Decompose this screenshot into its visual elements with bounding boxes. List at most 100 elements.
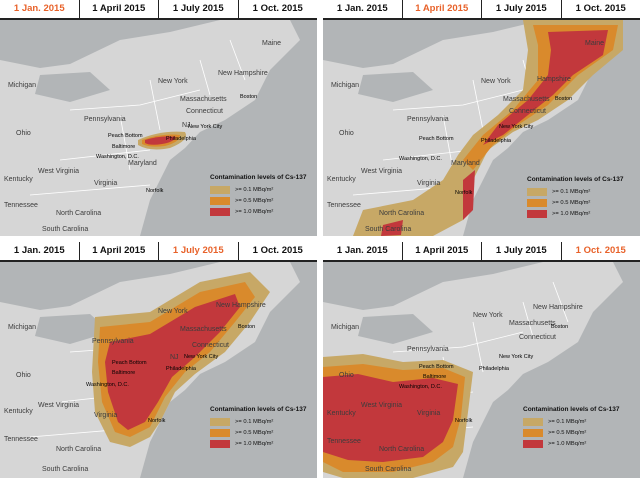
legend-item: >= 0.5 MBq/m² xyxy=(523,427,623,438)
legend-item: >= 0.5 MBq/m² xyxy=(210,427,310,438)
state-label: Massachusetts xyxy=(180,96,227,103)
state-label: Virginia xyxy=(417,180,441,187)
swatch-mid xyxy=(527,198,547,207)
timeline-date: 1 Oct. 2015 xyxy=(252,245,303,256)
city-label: New York City xyxy=(184,354,219,360)
legend-item: >= 0.5 MBq/m² xyxy=(527,197,627,208)
legend-item: >= 0.1 MBq/m² xyxy=(527,186,627,197)
state-label: North Carolina xyxy=(56,446,102,453)
state-label: Kentucky xyxy=(4,176,33,183)
city-label: Washington, D.C. xyxy=(96,154,139,160)
city-label: Washington, D.C. xyxy=(399,384,442,390)
city-label: Washington, D.C. xyxy=(399,156,442,162)
legend-title: Contamination levels of Cs-137 xyxy=(210,406,307,413)
city-label: Baltimore xyxy=(112,370,136,376)
swatch-mid xyxy=(210,428,230,437)
state-label: Ohio xyxy=(339,130,354,137)
map-area xyxy=(323,262,623,478)
state-label: New Hampshire xyxy=(218,70,268,77)
lake xyxy=(35,72,110,102)
state-label: New York xyxy=(158,78,188,85)
state-label: Ohio xyxy=(16,130,31,137)
state-label: Kentucky xyxy=(4,408,33,415)
swatch-low xyxy=(210,417,230,426)
city-label: New York City xyxy=(188,124,223,130)
timeline-date: 1 April 2015 xyxy=(80,0,159,18)
legend-label: >= 0.5 MBq/m² xyxy=(552,199,591,206)
state-label: Virginia xyxy=(417,410,441,417)
legend-label: >= 0.5 MBq/m² xyxy=(235,429,274,436)
city-label: Baltimore xyxy=(423,374,447,380)
city-label: Baltimore xyxy=(112,144,136,150)
city-label: Peach Bottom xyxy=(419,364,454,370)
swatch-low xyxy=(210,185,230,194)
state-label: North Carolina xyxy=(379,210,425,217)
city-label: Norfolk xyxy=(148,418,166,424)
swatch-low xyxy=(527,187,547,196)
state-label: Tennessee xyxy=(4,436,38,443)
timeline-date: 1 July 2015 xyxy=(159,242,239,260)
city-label: Boston xyxy=(551,324,569,330)
state-label: Michigan xyxy=(331,324,360,331)
state-label: Massachusetts xyxy=(503,96,550,103)
state-label: Maine xyxy=(585,40,605,47)
legend-label: >= 1.0 MBq/m² xyxy=(235,440,274,447)
state-label: Tennessee xyxy=(327,202,361,209)
map-panel-april: 1 Jan. 2015 1 April 2015 1 July 2015 1 O… xyxy=(323,0,640,236)
legend-title: Contamination levels of Cs-137 xyxy=(523,406,620,413)
map-panel-july: 1 Jan. 2015 1 April 2015 1 July 2015 1 O… xyxy=(0,242,317,478)
state-label: Connecticut xyxy=(186,108,223,115)
timeline-date: 1 July 2015 xyxy=(482,0,562,18)
map-area xyxy=(0,20,300,236)
state-borders xyxy=(29,39,246,196)
lake xyxy=(35,314,110,344)
timeline-date: 1 Jan. 2015 xyxy=(323,0,403,18)
state-label: Michigan xyxy=(8,82,37,89)
timeline-date: 1 April 2015 xyxy=(403,242,482,260)
state-label: South Carolina xyxy=(42,226,89,233)
city-label: Washington, D.C. xyxy=(86,382,129,388)
map-panel-jan: 1 Jan. 2015 1 April 2015 1 July 2015 1 O… xyxy=(0,0,317,236)
state-label: West Virginia xyxy=(361,168,402,175)
swatch-mid xyxy=(523,428,543,437)
state-label: Maryland xyxy=(451,160,480,167)
city-label: Norfolk xyxy=(455,418,473,424)
state-label: Connecticut xyxy=(192,342,229,349)
state-label: Maryland xyxy=(128,160,157,167)
state-label: Ohio xyxy=(16,372,31,379)
legend-label: >= 0.1 MBq/m² xyxy=(548,418,587,425)
legend-label: >= 0.5 MBq/m² xyxy=(548,429,587,436)
plume-high xyxy=(463,170,475,220)
timeline-date: 1 April 2015 xyxy=(403,0,482,18)
plume-high xyxy=(105,294,240,430)
timeline: 1 Jan. 2015 1 April 2015 1 July 2015 1 O… xyxy=(323,0,640,20)
city-label: Boston xyxy=(238,324,256,330)
legend-item: >= 1.0 MBq/m² xyxy=(210,438,310,449)
state-label: South Carolina xyxy=(365,466,412,473)
legend-item: >= 1.0 MBq/m² xyxy=(527,208,627,219)
state-label: Maine xyxy=(262,40,282,47)
city-label: New York City xyxy=(499,124,534,130)
state-label: Kentucky xyxy=(327,410,356,417)
state-label: NJ xyxy=(170,354,179,361)
swatch-mid xyxy=(210,196,230,205)
legend-title: Contamination levels of Cs-137 xyxy=(527,176,624,183)
legend-item: >= 0.1 MBq/m² xyxy=(523,416,623,427)
legend-label: >= 0.5 MBq/m² xyxy=(235,197,274,204)
plume-high xyxy=(483,30,608,145)
plume-high xyxy=(381,220,403,236)
state-label: Michigan xyxy=(8,324,37,331)
state-label: Connecticut xyxy=(509,108,546,115)
timeline-date: 1 July 2015 xyxy=(482,242,562,260)
state-label: New York xyxy=(473,312,503,319)
state-label: NJ xyxy=(182,122,191,129)
state-label: Pennsylvania xyxy=(92,338,134,345)
state-label: South Carolina xyxy=(365,226,412,233)
city-label: Peach Bottom xyxy=(112,360,147,366)
swatch-high xyxy=(527,209,547,218)
state-label: Tennessee xyxy=(4,202,38,209)
city-label: Peach Bottom xyxy=(108,133,143,139)
state-label: Kentucky xyxy=(327,176,356,183)
legend: Contamination levels of Cs-137 >= 0.1 MB… xyxy=(210,174,310,217)
timeline-date: 1 Oct. 2015 xyxy=(252,3,303,14)
